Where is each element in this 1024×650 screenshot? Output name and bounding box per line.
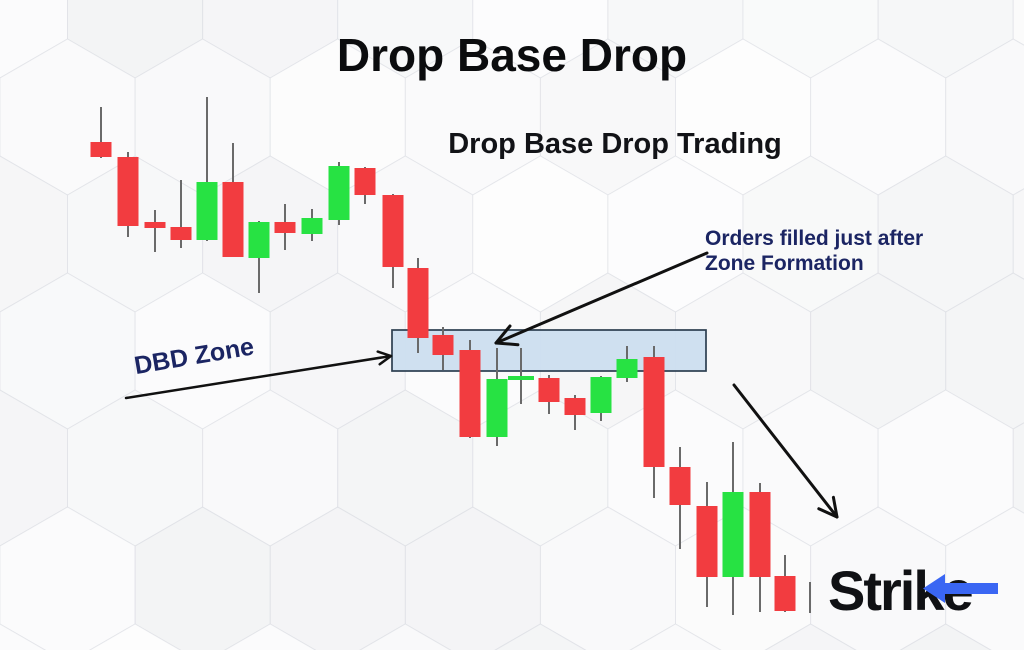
hexagon-tile bbox=[1012, 0, 1024, 46]
hexagon-tile bbox=[134, 506, 271, 650]
hexagon-tile bbox=[359, 623, 452, 650]
strike-logo: Strike bbox=[828, 563, 1018, 621]
logo-left-arrow-icon bbox=[923, 574, 998, 603]
chart-subtitle: Drop Base Drop Trading bbox=[448, 128, 782, 160]
hexagon-tile bbox=[0, 0, 68, 79]
logo-text-prefix: Stri bbox=[828, 559, 915, 622]
hexagon-tile bbox=[0, 623, 46, 650]
hexagon-tile bbox=[899, 623, 992, 650]
hexagon-tile bbox=[202, 389, 339, 547]
hexagon-tile bbox=[629, 623, 722, 650]
hexagon-tile bbox=[89, 623, 182, 650]
hexagon-tile bbox=[764, 623, 857, 650]
hexagon-tile bbox=[1012, 188, 1024, 280]
hexagon-tile bbox=[0, 506, 136, 650]
hexagon-tile bbox=[224, 623, 317, 650]
hexagon-tile bbox=[877, 155, 1014, 313]
hexagon-tile bbox=[945, 506, 1024, 650]
orders-annotation: Orders filled just after Zone Formation bbox=[705, 226, 923, 276]
page-title: Drop Base Drop bbox=[336, 29, 688, 81]
orders-annotation-line1: Orders filled just after bbox=[705, 227, 924, 250]
orders-annotation-line2: Zone Formation bbox=[705, 252, 864, 275]
hexagon-tile bbox=[945, 38, 1024, 196]
hexagon-tile bbox=[269, 506, 406, 650]
hexagon-tile bbox=[494, 623, 587, 650]
hexagon-tile bbox=[1012, 422, 1024, 514]
